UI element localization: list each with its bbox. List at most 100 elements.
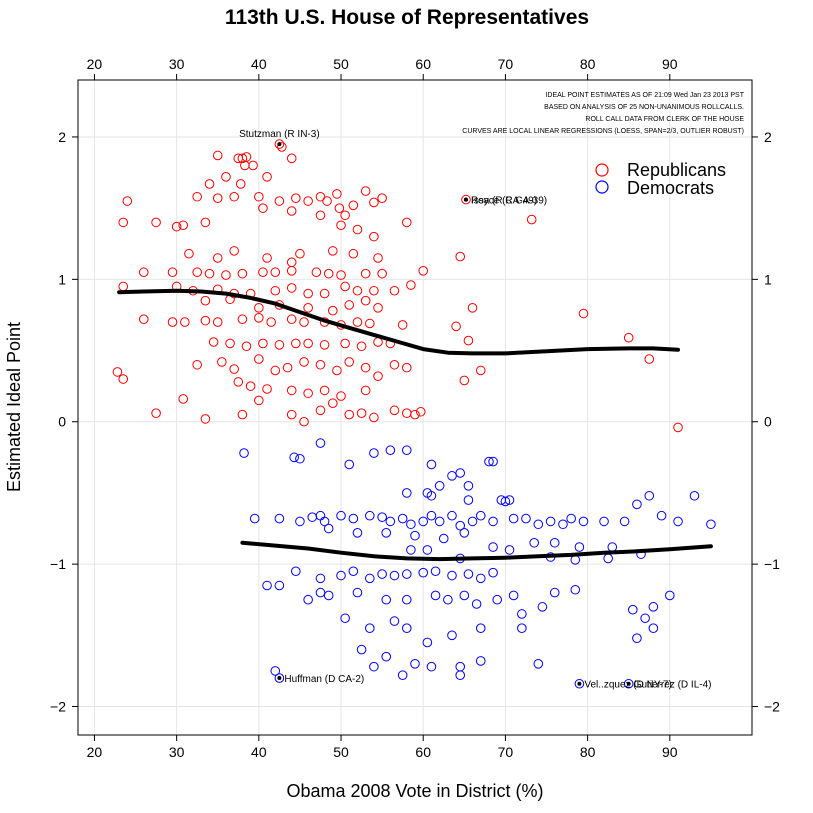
x-tick-label-bottom: 20 [87,744,103,760]
point-republicans [578,308,589,319]
point-republicans [389,359,400,370]
point-democrats [455,670,466,680]
point-democrats [352,528,363,538]
point-republicans [303,288,313,299]
point-democrats [397,513,408,524]
point-democrats [401,445,412,456]
point-republicans [319,288,330,299]
point-democrats [455,661,466,672]
point-republicans [373,303,383,313]
point-republicans [451,321,461,332]
point-republicans [459,375,470,386]
point-republicans [319,340,330,350]
point-republicans [192,191,202,202]
point-democrats [475,623,486,634]
point-republicans [180,317,190,327]
point-democrats [426,490,437,501]
point-republicans [644,354,655,364]
point-republicans [192,267,202,278]
point-democrats [463,481,474,491]
point-democrats [340,613,350,624]
point-democrats [570,584,581,595]
chart-notes: IDEAL POINT ESTIMATES AS OF 21:09 Wed Ja… [462,92,744,135]
point-republicans [303,196,313,206]
point-republicans [526,214,537,225]
point-democrats [418,516,429,527]
point-democrats [381,594,392,605]
point-republicans [233,377,244,387]
legend: Republicans Democrats [595,160,726,198]
point-democrats [430,566,441,577]
point-democrats [418,567,429,578]
point-republicans [344,300,355,310]
point-republicans [204,179,215,189]
point-democrats [364,510,375,521]
point-republicans [369,285,379,296]
point-republicans [286,283,297,293]
point-democrats [406,545,416,555]
point-republicans [455,251,466,262]
legend-marker-republicans [595,163,609,177]
point-republicans [344,357,355,367]
point-democrats [385,516,396,527]
point-republicans [340,338,350,349]
point-democrats [517,609,527,619]
annotation-label: Huffman (D CA-2) [284,674,364,685]
y-tick-label-left: 1 [58,271,66,287]
point-democrats [467,516,478,527]
point-republicans [212,193,223,203]
point-republicans [369,197,379,208]
point-democrats [406,519,416,530]
point-democrats [389,616,400,626]
point-republicans [184,248,194,259]
x-tick-label-bottom: 80 [580,744,596,760]
point-republicans [212,253,223,263]
point-democrats [270,666,281,676]
point-republicans [254,354,264,364]
point-republicans [217,357,227,367]
point-republicans [418,266,429,276]
point-republicans [334,203,345,213]
x-tick-label-bottom: 60 [415,744,431,760]
point-republicans [369,412,379,423]
point-republicans [291,193,301,203]
point-republicans [360,295,371,306]
point-republicans [311,267,322,278]
point-democrats [521,513,531,524]
point-democrats [549,537,560,548]
point-democrats [517,623,527,634]
point-republicans [356,408,367,418]
point-republicans [389,405,400,416]
point-republicans [192,359,202,370]
point-democrats [438,533,449,544]
point-republicans [336,220,346,231]
point-republicans [401,217,412,228]
point-republicans [286,409,297,420]
point-democrats [434,516,445,527]
point-democrats [504,495,515,505]
point-democrats [315,587,326,598]
annotation-dot [577,681,582,686]
point-republicans [303,303,313,313]
point-republicans [245,381,256,391]
point-republicans [315,191,326,202]
point-republicans [352,317,363,327]
point-republicans [336,391,346,401]
point-democrats [648,602,659,612]
point-democrats [410,530,420,541]
point-republicans [262,253,272,263]
point-republicans [204,268,215,279]
point-democrats [239,448,249,458]
point-democrats [315,510,326,521]
x-axis-label: Obama 2008 Vote in District (%) [286,781,543,801]
point-democrats [459,590,470,601]
point-democrats [533,519,544,530]
point-republicans [212,317,223,327]
point-republicans [315,359,326,370]
point-democrats [401,488,412,498]
point-republicans [299,357,309,367]
point-democrats [307,512,318,522]
y-tick-label-left: 0 [58,414,66,430]
point-republicans [373,253,383,263]
